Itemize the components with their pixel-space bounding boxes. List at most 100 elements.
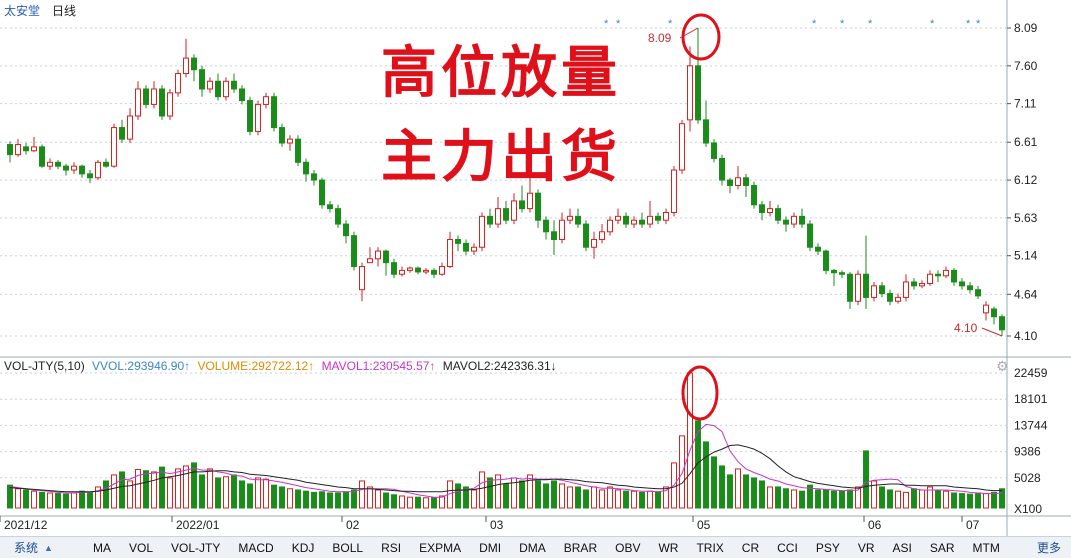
tab-ma[interactable]: MA <box>93 540 111 555</box>
volume-bar <box>423 497 429 509</box>
volume-bar <box>303 490 309 509</box>
tab-vol-jty[interactable]: VOL-JTY <box>171 540 221 555</box>
candle <box>239 85 245 105</box>
candle-body <box>423 269 429 273</box>
low-mark-leader <box>981 327 1003 337</box>
candle-body <box>439 266 445 275</box>
price-tick-label: 6.12 <box>1014 173 1038 187</box>
volume-bar <box>95 486 101 509</box>
candle <box>207 77 213 93</box>
candlestick-series <box>7 28 1005 336</box>
volume-bar <box>31 490 37 509</box>
volume-bar <box>63 493 69 509</box>
tab-kdj[interactable]: KDJ <box>291 540 315 555</box>
tab-expma[interactable]: EXPMA <box>419 540 462 555</box>
volume-bar <box>903 491 909 509</box>
tab-asi[interactable]: ASI <box>892 540 912 555</box>
settings-gear-icon[interactable]: ⚙ <box>996 358 1009 374</box>
volume-bar <box>743 474 749 509</box>
grid-lines <box>0 0 1071 536</box>
volume-bar <box>119 471 125 509</box>
tab-dmi[interactable]: DMI <box>479 540 502 555</box>
system-menu[interactable]: 系统 ▲ <box>0 539 84 556</box>
tab-dma[interactable]: DMA <box>519 540 546 555</box>
tab-macd[interactable]: MACD <box>238 540 274 555</box>
price-tick-label: 6.61 <box>1014 135 1038 149</box>
volume-tick-label: 9386 <box>1014 445 1041 459</box>
tab-boll[interactable]: BOLL <box>332 540 364 555</box>
candle <box>7 141 13 163</box>
candle <box>71 162 77 174</box>
candle <box>135 81 141 120</box>
candle-body <box>399 269 405 275</box>
tab-vr[interactable]: VR <box>857 540 875 555</box>
candle-body <box>863 273 869 298</box>
volume-bar <box>15 488 21 509</box>
candle-body <box>239 88 245 102</box>
signal-star: * <box>812 18 817 30</box>
volume-bar <box>823 489 829 509</box>
candle <box>679 119 685 174</box>
period-label[interactable]: 日线 <box>52 4 77 18</box>
tab-trix[interactable]: TRIX <box>696 540 724 555</box>
tab-obv[interactable]: OBV <box>615 540 641 555</box>
indicator-tabs: MA VOL VOL-JTY MACD KDJ BOLL RSI EXPMA DMI DMA BRA… <box>84 541 1009 555</box>
volume-bar <box>551 480 557 509</box>
tab-mtm[interactable]: MTM <box>972 540 1000 555</box>
tab-brar[interactable]: BRAR <box>563 540 598 555</box>
more-button[interactable]: 更多 <box>1036 541 1061 555</box>
volume-bar <box>767 486 773 509</box>
candle-body <box>159 88 165 117</box>
candle-body <box>775 208 781 221</box>
candle-body <box>479 215 485 248</box>
volume-bar <box>559 483 565 509</box>
mavol2-line <box>9 444 1002 493</box>
volume-bar <box>807 484 813 509</box>
candle-body <box>919 283 925 287</box>
volume-axis: 22459 18101 13744 9386 5028 X100 <box>1014 366 1048 516</box>
candle-body <box>791 215 797 225</box>
tab-rsi[interactable]: RSI <box>381 540 402 555</box>
signal-star: * <box>604 18 609 30</box>
candle-body <box>799 215 805 225</box>
volume-bar <box>167 477 173 509</box>
candle <box>655 212 661 225</box>
volume-bar <box>47 492 53 509</box>
candle-body <box>95 161 101 179</box>
candle-body <box>999 316 1005 331</box>
tab-cci[interactable]: CCI <box>777 540 798 555</box>
candle-body <box>199 69 205 90</box>
tab-vol[interactable]: VOL <box>129 540 154 555</box>
volume-bar <box>375 489 381 509</box>
signal-star: * <box>668 18 673 30</box>
candle-body <box>79 165 85 175</box>
volume-bar <box>111 474 117 509</box>
candle-body <box>975 289 981 297</box>
tab-cr[interactable]: CR <box>741 540 760 555</box>
volume-bar <box>495 474 501 509</box>
volume-bar <box>215 477 221 509</box>
tab-sar[interactable]: SAR <box>929 540 955 555</box>
stock-name[interactable]: 太安堂 <box>4 4 41 18</box>
candle-body <box>519 200 525 210</box>
volume-bar <box>199 474 205 509</box>
candle <box>527 177 533 213</box>
candle <box>639 212 645 228</box>
candle <box>647 200 653 228</box>
volume-bar <box>503 483 509 509</box>
chart-canvas[interactable]: 8.09 7.60 7.11 6.61 6.12 5.63 5.14 4.64 4.10 224… <box>0 0 1071 536</box>
volume-bar <box>727 474 733 509</box>
candle <box>783 216 789 232</box>
tab-psy[interactable]: PSY <box>815 540 840 555</box>
date-tick-label: 02 <box>346 518 360 532</box>
volume-bar <box>927 486 933 509</box>
vol-indicator-name[interactable]: VOL-JTY(5,10) <box>4 359 85 373</box>
volume-bar <box>335 492 341 509</box>
volume-bar <box>695 420 701 509</box>
candle-body <box>623 215 629 225</box>
candle <box>615 208 621 225</box>
candle-body <box>287 138 293 144</box>
volume-bar <box>7 484 13 509</box>
tab-wr[interactable]: WR <box>658 540 679 555</box>
volume-bar <box>967 493 973 509</box>
